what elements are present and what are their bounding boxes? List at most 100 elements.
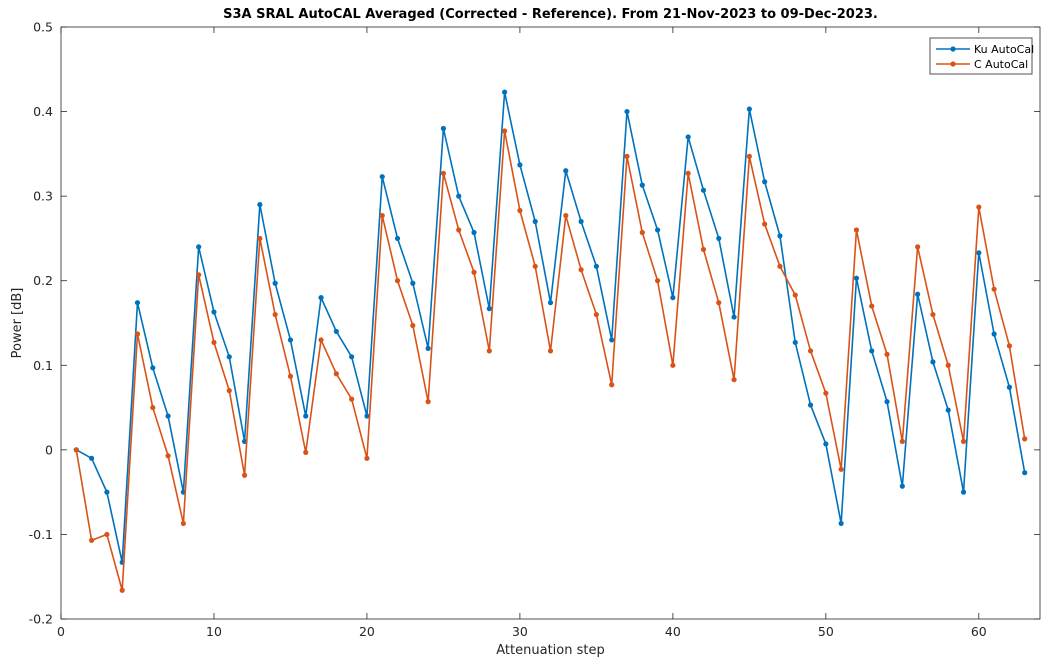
legend-label: C AutoCal (974, 58, 1028, 71)
data-point (593, 311, 599, 318)
data-point (104, 531, 110, 538)
data-point (1006, 384, 1013, 390)
x-tick-label: 30 (512, 624, 528, 639)
data-point (945, 407, 951, 413)
data-point (807, 348, 814, 354)
data-point (517, 207, 523, 214)
data-point (364, 413, 370, 419)
data-point (853, 227, 860, 233)
y-tick-label: -0.2 (29, 612, 53, 627)
data-point (639, 182, 645, 188)
data-point (930, 311, 936, 318)
data-point (1006, 343, 1013, 349)
data-point (440, 125, 447, 132)
data-point (578, 267, 584, 273)
data-point (379, 212, 385, 219)
data-point (547, 348, 554, 354)
x-tick-label: 20 (359, 624, 375, 639)
series-layer (73, 89, 1028, 593)
data-point (349, 354, 355, 360)
data-point (257, 235, 263, 242)
data-point (303, 449, 309, 455)
data-point (318, 295, 324, 301)
data-point (563, 212, 569, 219)
data-point (532, 218, 538, 225)
data-point (134, 300, 141, 306)
data-point (700, 246, 707, 253)
data-point (456, 193, 462, 199)
data-point (211, 309, 217, 315)
x-tick-label: 0 (57, 624, 65, 639)
data-point (410, 280, 416, 286)
data-point (624, 108, 630, 115)
data-point (792, 339, 798, 346)
data-point (731, 314, 737, 320)
data-point (241, 472, 248, 478)
y-tick-label: 0.1 (33, 358, 53, 373)
x-tick-label: 10 (206, 624, 222, 639)
data-point (654, 278, 661, 284)
data-point (196, 244, 202, 250)
data-point (196, 272, 202, 278)
data-point (899, 438, 905, 444)
data-point (762, 179, 768, 185)
legend-box (929, 37, 1033, 75)
data-point (976, 204, 982, 210)
data-point (609, 382, 615, 388)
data-point (425, 345, 431, 351)
x-tick-label: 50 (818, 624, 834, 639)
data-point (930, 359, 936, 365)
data-point (318, 337, 324, 343)
series-c-autocal (73, 128, 1028, 593)
y-tick-label: 0 (45, 442, 53, 457)
x-tick-label: 60 (971, 624, 987, 639)
y-tick-label: 0.3 (33, 189, 53, 204)
data-point (272, 280, 278, 286)
data-point (456, 227, 462, 233)
data-point (272, 311, 278, 318)
data-point (670, 362, 676, 368)
data-point (654, 227, 661, 233)
plot-area (60, 26, 1041, 620)
data-point (915, 244, 921, 250)
data-point (471, 269, 477, 275)
data-point (639, 229, 645, 236)
data-point (869, 348, 875, 354)
data-point (609, 337, 615, 343)
data-point (517, 162, 523, 168)
data-point (410, 322, 416, 329)
legend: Ku AutoCal C AutoCal (929, 37, 1034, 75)
data-point (303, 413, 309, 419)
data-point (915, 291, 921, 297)
data-point (547, 300, 554, 306)
data-point (1022, 470, 1028, 476)
y-axis-title: Power [dB] (10, 288, 25, 359)
data-point (746, 153, 752, 159)
data-point (976, 250, 982, 256)
data-point (440, 170, 447, 176)
data-point (899, 483, 905, 489)
data-point (333, 371, 339, 377)
data-point (379, 174, 385, 180)
data-point (486, 348, 492, 354)
data-point (792, 292, 798, 298)
data-point (578, 218, 584, 225)
data-point (134, 331, 141, 337)
data-point (823, 441, 829, 447)
data-point (180, 520, 186, 527)
data-point (685, 134, 691, 140)
y-tick-label: 0.4 (33, 104, 53, 119)
data-point (762, 221, 768, 227)
chart-title: S3A SRAL AutoCAL Averaged (Corrected - R… (223, 7, 878, 22)
y-tick-label: -0.1 (29, 527, 53, 542)
data-point (685, 170, 691, 176)
data-point (823, 390, 829, 396)
data-point (624, 153, 630, 159)
data-point (425, 399, 431, 405)
data-point (226, 354, 232, 360)
data-point (88, 537, 95, 543)
y-tick-label: 0.2 (33, 273, 53, 288)
data-point (486, 306, 492, 312)
data-point (746, 106, 752, 112)
data-point (150, 365, 156, 371)
